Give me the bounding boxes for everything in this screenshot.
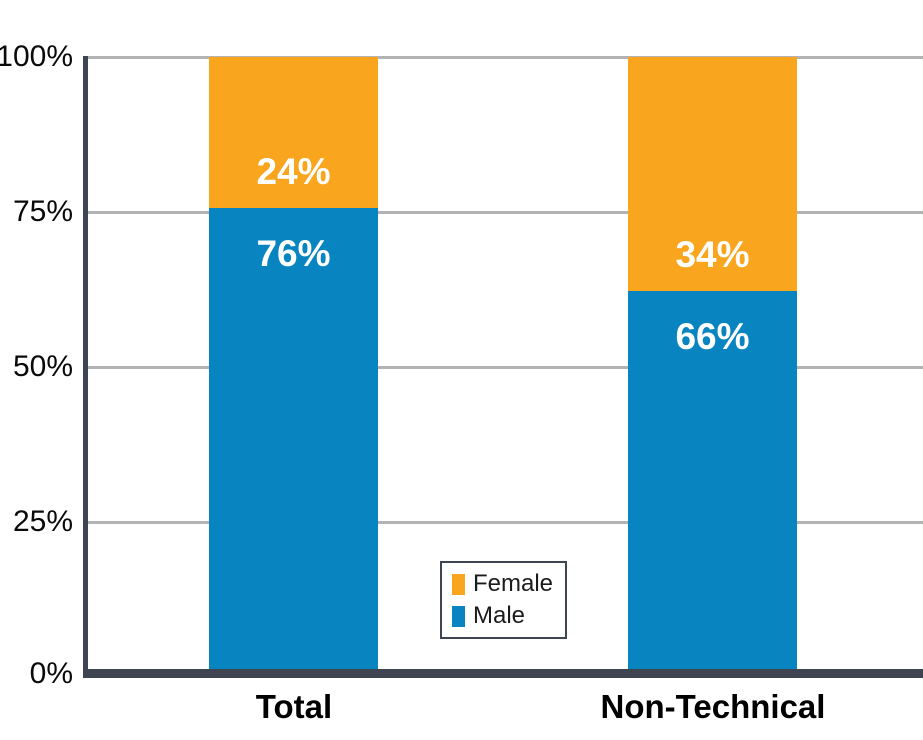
y-tick-0: 0% <box>29 657 73 690</box>
x-label-total: Total <box>255 688 333 725</box>
y-tick-75: 75% <box>12 195 73 228</box>
gridline-75 <box>86 211 923 214</box>
female-swatch-icon <box>452 573 465 595</box>
male-swatch-icon <box>452 605 465 627</box>
bar-total-male-segment: 76% <box>209 207 378 670</box>
y-tick-25: 25% <box>12 505 73 538</box>
legend-entry-female: Female <box>452 570 555 598</box>
bar-total-male-label: 76% <box>256 232 331 274</box>
bar-total-female-label: 24% <box>256 150 331 192</box>
y-tick-50: 50% <box>12 350 73 383</box>
gridline-50 <box>86 366 923 369</box>
bar-non-technical-male-segment: 66% <box>628 291 797 670</box>
bar-total-female-segment: 24% <box>209 57 378 208</box>
bar-total: 24% 76% <box>209 57 378 670</box>
legend-entry-male: Male <box>452 602 555 630</box>
x-axis-line <box>83 669 923 678</box>
legend-label-male: Male <box>473 602 526 629</box>
legend-label-female: Female <box>473 570 554 597</box>
legend: Female Male <box>440 561 567 639</box>
bar-non-technical-female-label: 34% <box>675 234 750 276</box>
bar-non-technical-female-segment: 34% <box>628 57 797 292</box>
gridline-25 <box>86 521 923 524</box>
bar-non-technical: 34% 66% <box>628 57 797 670</box>
y-tick-100: 100% <box>0 40 73 73</box>
y-axis-line <box>83 56 88 678</box>
gridline-100 <box>86 56 923 59</box>
plot-area: 24% 76% 34% 66% Female Male <box>86 57 923 670</box>
x-label-non-technical: Non-Technical <box>600 688 826 725</box>
bar-non-technical-male-label: 66% <box>675 316 750 358</box>
